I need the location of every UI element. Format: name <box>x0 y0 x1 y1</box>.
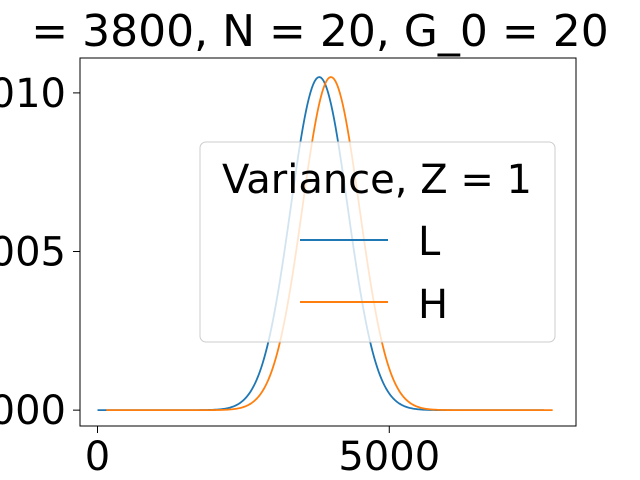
y-tick-label: 000 <box>0 388 66 434</box>
legend: Variance, Z = 1 L H <box>199 141 556 343</box>
series-layer <box>97 76 553 412</box>
y-tick-label: 010 <box>0 71 66 117</box>
y-tick-label: 005 <box>0 230 66 276</box>
plot-frame <box>79 57 577 427</box>
legend-title: Variance, Z = 1 <box>222 157 532 203</box>
x-axis: 0 5000 <box>85 426 440 480</box>
x-tick-label: 5000 <box>338 434 440 480</box>
y-axis: 000 005 010 <box>0 71 80 434</box>
series-line-h <box>106 76 553 412</box>
chart-title: = 3800, N = 20, G_0 = 20 <box>31 6 608 57</box>
x-tick-label: 0 <box>85 434 110 480</box>
legend-label-h: H <box>418 282 448 328</box>
legend-box <box>199 141 556 343</box>
legend-label-l: L <box>418 219 441 265</box>
